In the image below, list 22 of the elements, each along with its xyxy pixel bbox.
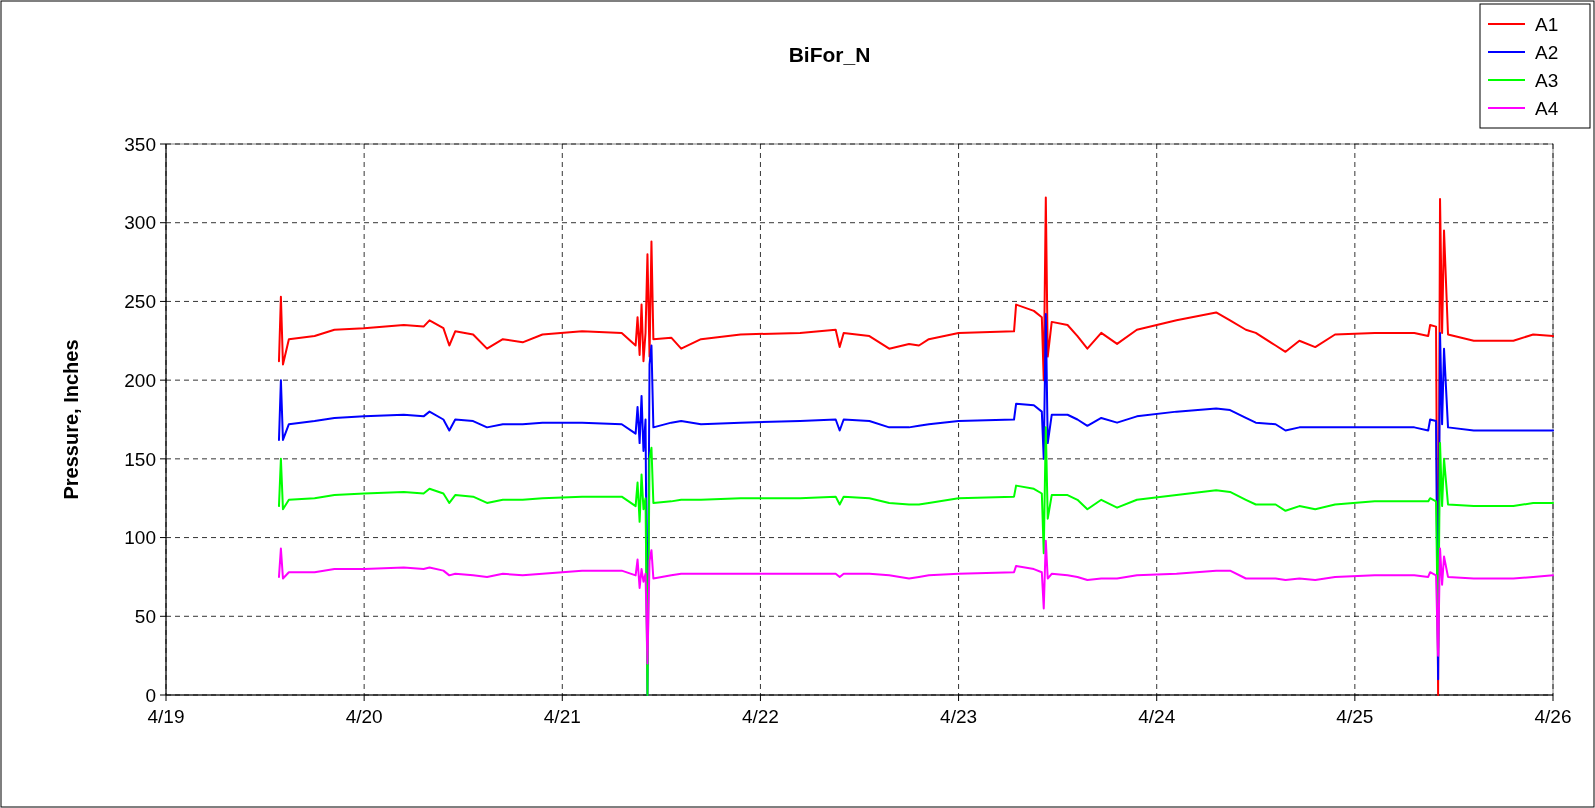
x-tick-label: 4/19	[147, 706, 185, 727]
y-tick-label: 50	[134, 605, 156, 627]
y-tick-label: 150	[124, 448, 156, 470]
legend-label: A3	[1535, 69, 1559, 91]
y-tick-label: 300	[124, 212, 156, 234]
chart-title: BiFor_N	[788, 43, 871, 66]
y-axis-title: Pressure, Inches	[60, 339, 82, 500]
x-tick-label: 4/20	[345, 706, 383, 727]
y-tick-label: 0	[145, 684, 156, 706]
x-tick-label: 4/24	[1138, 706, 1176, 727]
legend-label: A2	[1535, 41, 1559, 63]
y-tick-label: 100	[124, 527, 156, 549]
y-tick-label: 200	[124, 369, 156, 391]
legend-label: A4	[1535, 97, 1559, 119]
legend-label: A1	[1535, 13, 1559, 35]
x-tick-label: 4/21	[543, 706, 581, 727]
x-tick-label: 4/22	[741, 706, 779, 727]
y-tick-label: 350	[124, 133, 156, 155]
y-tick-label: 250	[124, 291, 156, 313]
x-tick-label: 4/25	[1336, 706, 1374, 727]
x-tick-label: 4/23	[940, 706, 978, 727]
x-tick-label: 4/26	[1534, 706, 1572, 727]
